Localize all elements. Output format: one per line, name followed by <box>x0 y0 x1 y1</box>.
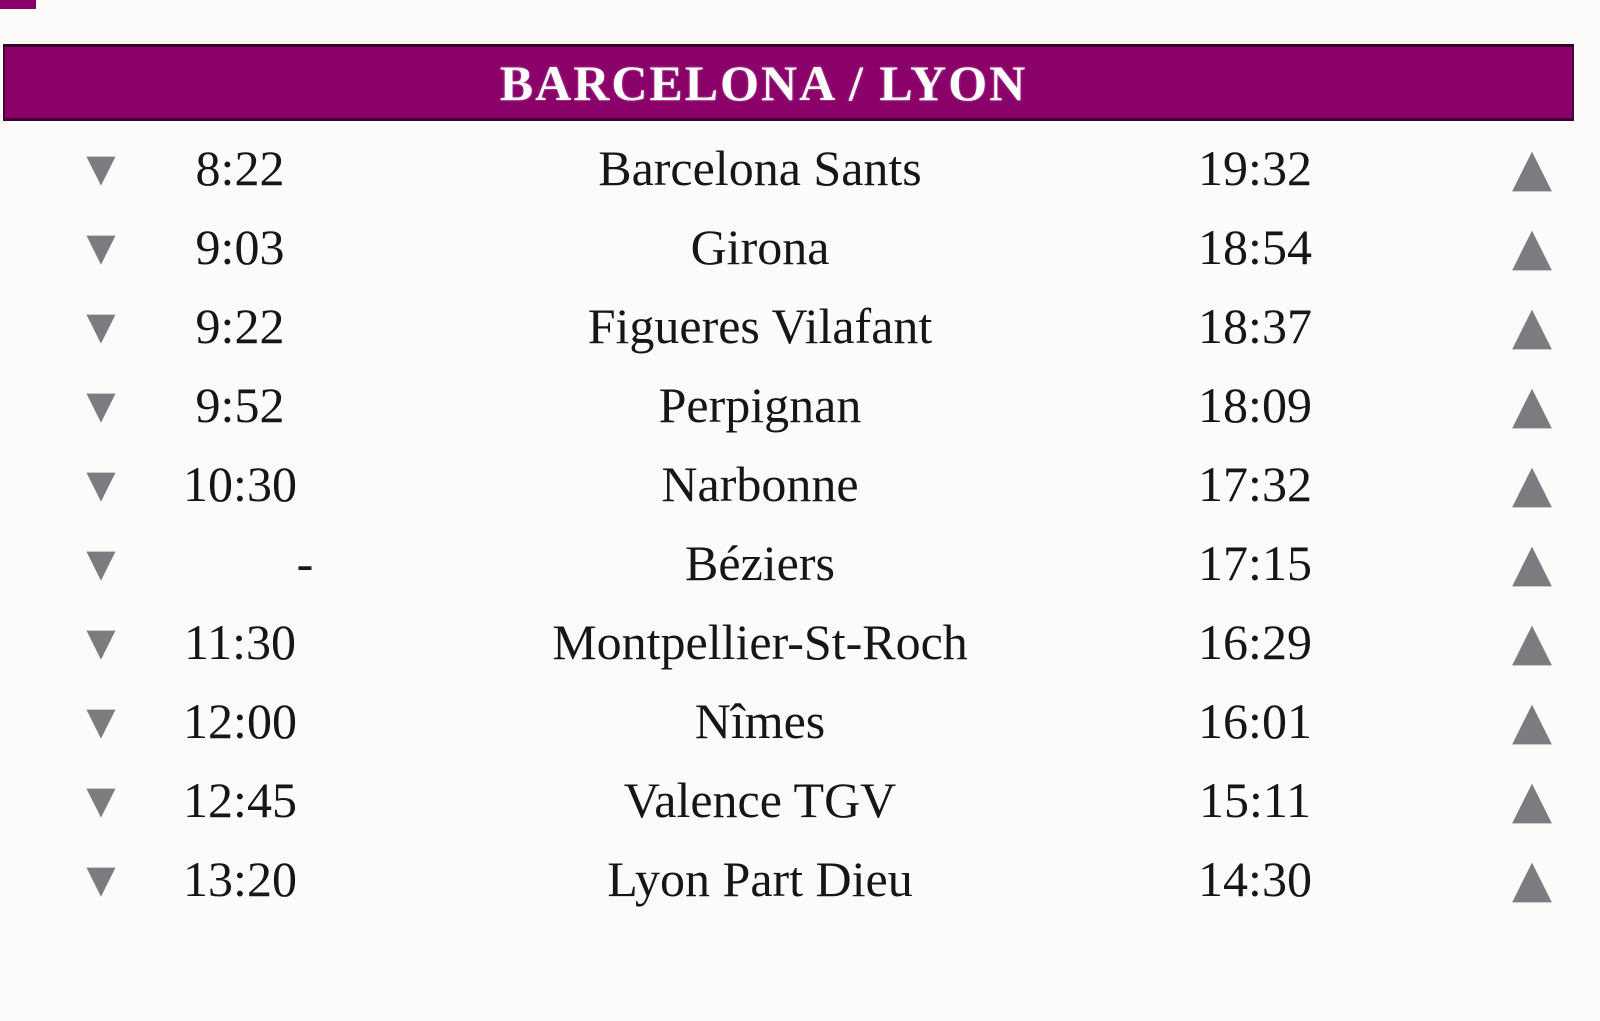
down-triangle-icon: ▼ <box>86 619 116 664</box>
up-triangle-icon: ▲ <box>1512 216 1552 277</box>
down-triangle-icon: ▼ <box>86 145 116 190</box>
return-direction-cell: ▲ <box>1340 602 1600 681</box>
outbound-direction-cell: ▼ <box>0 602 160 681</box>
down-triangle-icon: ▼ <box>86 698 116 743</box>
down-triangle-icon: ▼ <box>86 303 116 348</box>
return-time: 14:30 <box>1198 850 1312 907</box>
table-row: ▼ 8:22 Barcelona Sants 19:32 ▲ <box>0 128 1600 207</box>
departure-time: - <box>296 534 314 591</box>
departure-time: 8:22 <box>195 139 285 196</box>
station-name: Figueres Vilafant <box>587 297 933 354</box>
down-triangle-icon: ▼ <box>86 382 116 427</box>
departure-time: 10:30 <box>183 455 297 512</box>
return-direction-cell: ▲ <box>1340 523 1600 602</box>
departure-time: 12:00 <box>183 692 297 749</box>
down-triangle-icon: ▼ <box>86 461 116 506</box>
return-time: 19:32 <box>1198 139 1312 196</box>
station-name: Perpignan <box>658 376 862 433</box>
return-time: 18:09 <box>1198 376 1312 433</box>
return-time: 18:37 <box>1198 297 1312 354</box>
outbound-direction-cell: ▼ <box>0 286 160 365</box>
departure-time: 9:52 <box>195 376 285 433</box>
station-name: Nîmes <box>694 692 826 749</box>
return-direction-cell: ▲ <box>1340 286 1600 365</box>
up-triangle-icon: ▲ <box>1512 374 1552 435</box>
departure-time: 13:20 <box>183 850 297 907</box>
return-time: 18:54 <box>1198 218 1312 275</box>
outbound-direction-cell: ▼ <box>0 365 160 444</box>
outbound-direction-cell: ▼ <box>0 839 160 918</box>
table-row: ▼ 12:00 Nîmes 16:01 ▲ <box>0 681 1600 760</box>
up-triangle-icon: ▲ <box>1512 848 1552 909</box>
return-time: 17:15 <box>1198 534 1312 591</box>
station-name: Montpellier-St-Roch <box>552 613 968 670</box>
station-name: Valence TGV <box>623 771 897 828</box>
down-triangle-icon: ▼ <box>86 540 116 585</box>
return-time: 15:11 <box>1198 771 1312 828</box>
return-direction-cell: ▲ <box>1340 839 1600 918</box>
station-name: Béziers <box>685 534 835 591</box>
up-triangle-icon: ▲ <box>1512 137 1552 198</box>
up-triangle-icon: ▲ <box>1512 690 1552 751</box>
return-direction-cell: ▲ <box>1340 760 1600 839</box>
up-triangle-icon: ▲ <box>1512 611 1552 672</box>
outbound-direction-cell: ▼ <box>0 128 160 207</box>
table-row: ▼ 12:45 Valence TGV 15:11 ▲ <box>0 760 1600 839</box>
departure-time: 9:22 <box>195 297 285 354</box>
return-time: 16:01 <box>1198 692 1312 749</box>
up-triangle-icon: ▲ <box>1512 453 1552 514</box>
down-triangle-icon: ▼ <box>86 856 116 901</box>
down-triangle-icon: ▼ <box>86 777 116 822</box>
table-row: ▼ 9:03 Girona 18:54 ▲ <box>0 207 1600 286</box>
up-triangle-icon: ▲ <box>1512 769 1552 830</box>
outbound-direction-cell: ▼ <box>0 207 160 286</box>
station-name: Lyon Part Dieu <box>607 850 913 907</box>
return-direction-cell: ▲ <box>1340 128 1600 207</box>
table-row: ▼ 11:30 Montpellier-St-Roch 16:29 ▲ <box>0 602 1600 681</box>
route-title: BARCELONA / LYON <box>499 54 1028 111</box>
return-time: 17:32 <box>1198 455 1312 512</box>
up-triangle-icon: ▲ <box>1512 532 1552 593</box>
departure-time: 11:30 <box>183 613 297 670</box>
table-row: ▼ 13:20 Lyon Part Dieu 14:30 ▲ <box>0 839 1600 918</box>
return-direction-cell: ▲ <box>1340 365 1600 444</box>
outbound-direction-cell: ▼ <box>0 523 160 602</box>
outbound-direction-cell: ▼ <box>0 681 160 760</box>
return-direction-cell: ▲ <box>1340 207 1600 286</box>
outbound-direction-cell: ▼ <box>0 444 160 523</box>
return-direction-cell: ▲ <box>1340 444 1600 523</box>
up-triangle-icon: ▲ <box>1512 295 1552 356</box>
departure-time: 9:03 <box>195 218 285 275</box>
corner-mark <box>0 0 36 9</box>
table-row: ▼ - Béziers 17:15 ▲ <box>0 523 1600 602</box>
outbound-direction-cell: ▼ <box>0 760 160 839</box>
return-time: 16:29 <box>1198 613 1312 670</box>
route-header-bar: BARCELONA / LYON <box>3 44 1574 121</box>
table-row: ▼ 9:52 Perpignan 18:09 ▲ <box>0 365 1600 444</box>
timetable-rows: ▼ 8:22 Barcelona Sants 19:32 ▲ ▼ 9:03 Gi… <box>0 128 1600 918</box>
return-direction-cell: ▲ <box>1340 681 1600 760</box>
departure-time: 12:45 <box>183 771 297 828</box>
station-name: Narbonne <box>661 455 859 512</box>
station-name: Barcelona Sants <box>598 139 922 196</box>
station-name: Girona <box>690 218 830 275</box>
table-row: ▼ 10:30 Narbonne 17:32 ▲ <box>0 444 1600 523</box>
table-row: ▼ 9:22 Figueres Vilafant 18:37 ▲ <box>0 286 1600 365</box>
down-triangle-icon: ▼ <box>86 224 116 269</box>
